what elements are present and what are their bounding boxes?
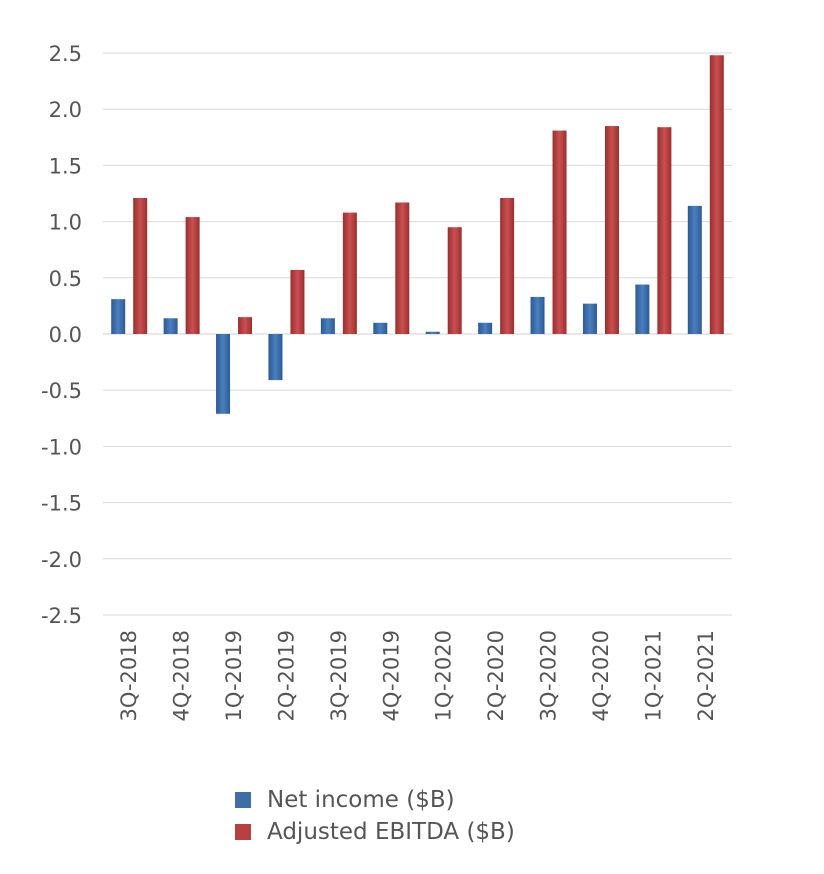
legend-swatch-adjusted-ebitda: [235, 824, 251, 840]
y-tick-label: -2.0: [41, 548, 82, 572]
y-tick-label: 2.5: [49, 42, 82, 66]
grid-lines: [103, 52, 732, 616]
bar-net-income: [163, 318, 178, 334]
x-tick-label: 2Q-2019: [274, 630, 298, 722]
y-tick-label: -1.0: [41, 435, 82, 459]
bar-adjusted-ebitda: [185, 217, 200, 334]
bar-net-income: [687, 205, 702, 334]
x-tick-label: 1Q-2019: [222, 630, 246, 722]
x-tick-label: 4Q-2018: [170, 630, 194, 722]
legend-label-adjusted-ebitda: Adjusted EBITDA ($B): [267, 819, 515, 845]
y-tick-label: 0.0: [49, 323, 82, 347]
x-tick-label: 1Q-2020: [432, 630, 456, 722]
bar-net-income: [373, 322, 388, 334]
x-tick-label: 4Q-2020: [589, 630, 613, 722]
bar-adjusted-ebitda: [133, 197, 148, 334]
x-tick-label: 1Q-2021: [641, 630, 665, 722]
y-tick-label: -2.5: [41, 604, 82, 628]
bar-net-income: [478, 322, 493, 334]
x-tick-label: 3Q-2018: [117, 630, 141, 722]
bar-net-income: [530, 296, 545, 334]
y-tick-label: -1.5: [41, 492, 82, 516]
bar-adjusted-ebitda: [447, 227, 462, 334]
y-tick-label: 0.5: [49, 267, 82, 291]
legend-item-net-income: Net income ($B): [235, 784, 515, 816]
y-tick-label: -0.5: [41, 379, 82, 403]
x-tick-label: 2Q-2020: [484, 630, 508, 722]
bar-adjusted-ebitda: [500, 197, 515, 334]
bar-adjusted-ebitda: [552, 130, 567, 334]
y-tick-label: 2.0: [49, 98, 82, 122]
bar-adjusted-ebitda: [395, 202, 410, 334]
y-tick-label: 1.5: [49, 154, 82, 178]
x-tick-label: 3Q-2019: [327, 630, 351, 722]
bar-net-income: [582, 303, 597, 334]
bar-adjusted-ebitda: [604, 126, 619, 334]
x-tick-label: 2Q-2021: [694, 630, 718, 722]
bar-net-income: [268, 334, 283, 381]
bar-net-income: [320, 318, 335, 334]
legend-label-net-income: Net income ($B): [267, 787, 455, 813]
bar-adjusted-ebitda: [290, 269, 305, 334]
bar-net-income: [111, 299, 126, 334]
bar-net-income: [216, 334, 231, 414]
bar-adjusted-ebitda: [342, 212, 357, 334]
bar-adjusted-ebitda: [657, 127, 672, 335]
y-axis: 2.5 2.0 1.5 1.0 0.5 0.0 -0.5 -1.0 -1.5 -2.0 -2.5: [41, 42, 82, 628]
legend-swatch-net-income: [235, 792, 251, 808]
bar-adjusted-ebitda: [238, 317, 253, 334]
bar-net-income: [635, 284, 650, 334]
x-tick-label: 3Q-2020: [537, 630, 561, 722]
y-tick-label: 1.0: [49, 211, 82, 235]
x-tick-label: 4Q-2019: [379, 630, 403, 722]
legend-item-adjusted-ebitda: Adjusted EBITDA ($B): [235, 816, 515, 848]
x-axis: 3Q-2018 4Q-2018 1Q-2019 2Q-2019 3Q-2019 4Q-20…: [117, 630, 718, 722]
legend: Net income ($B) Adjusted EBITDA ($B): [235, 784, 515, 848]
bar-net-income: [425, 331, 440, 334]
bar-adjusted-ebitda: [709, 55, 724, 335]
bars: [111, 55, 724, 414]
